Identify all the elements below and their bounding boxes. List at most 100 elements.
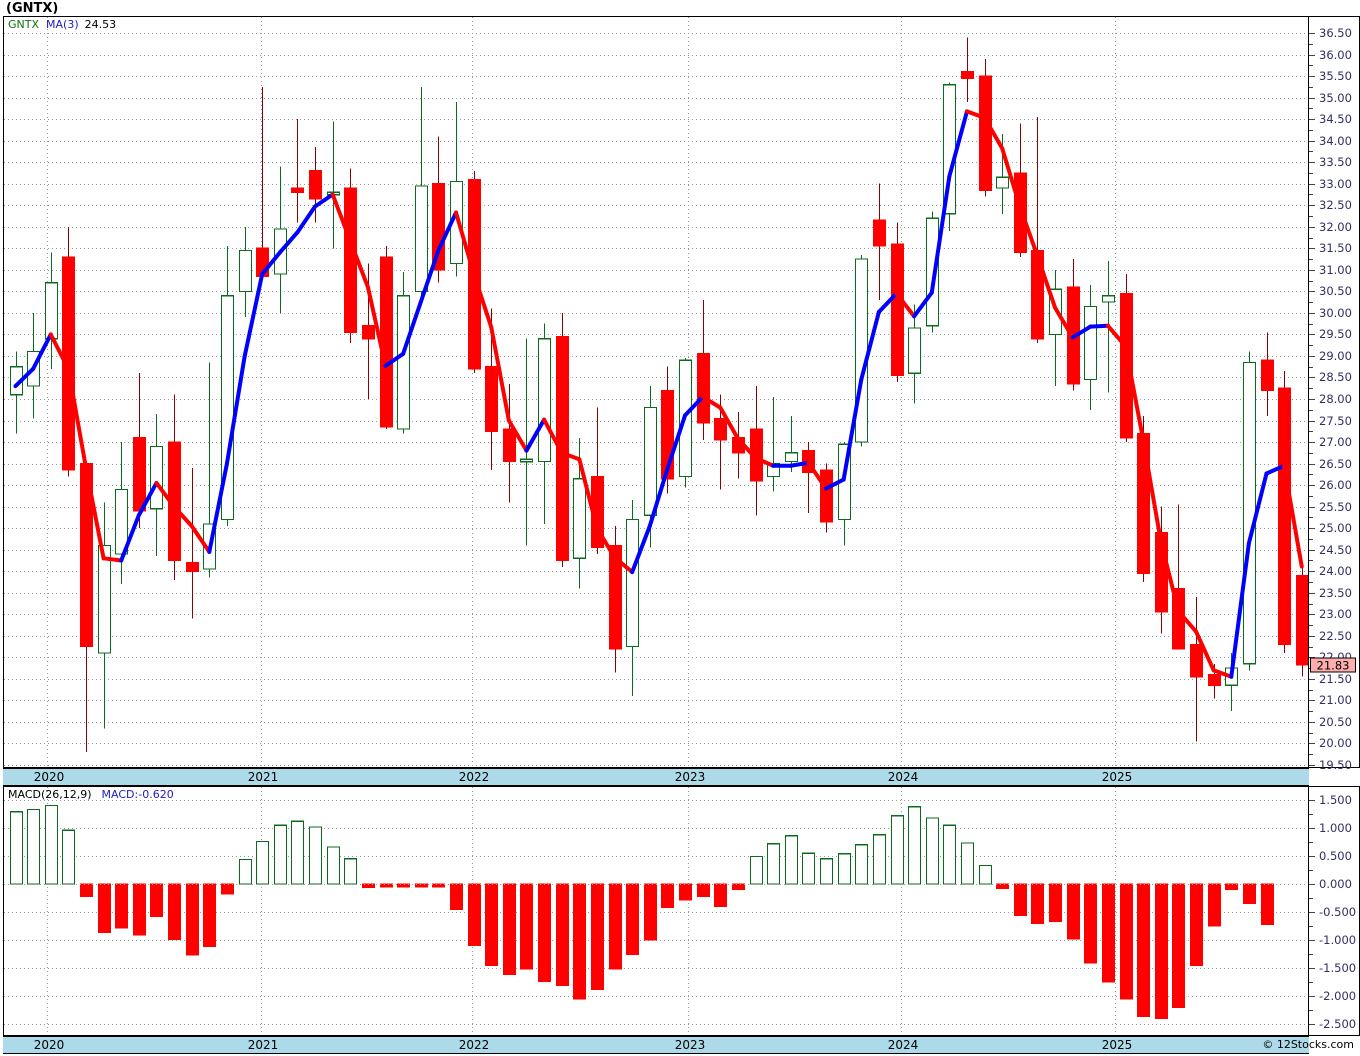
- price-tick-label: 33.00: [1319, 176, 1352, 191]
- price-tick-mark: [1309, 33, 1315, 34]
- price-minor-tick: [1309, 625, 1313, 627]
- year-label-price: 2023: [674, 770, 706, 784]
- price-tick-mark: [1309, 54, 1315, 56]
- price-tick-label: 35.00: [1319, 90, 1352, 105]
- macd-legend: MACD(26,12,9) MACD:-0.620: [8, 789, 174, 801]
- price-tick-label: 32.00: [1319, 219, 1352, 234]
- price-minor-tick: [1309, 538, 1313, 540]
- price-tick-mark: [1309, 506, 1315, 508]
- legend-ma-value: 24.53: [84, 18, 117, 31]
- macd-tick-mark: [1309, 884, 1315, 885]
- price-tick-label: 20.00: [1319, 736, 1352, 751]
- price-minor-tick: [1309, 259, 1313, 261]
- price-tick-label: 36.00: [1319, 47, 1352, 62]
- price-chart-panel[interactable]: GNTX MA(3) 24.53: [3, 16, 1309, 768]
- price-minor-tick: [1309, 65, 1313, 67]
- macd-tick-mark: [1309, 912, 1315, 913]
- price-tick-label: 29.50: [1319, 327, 1352, 342]
- price-tick-mark: [1309, 162, 1315, 164]
- price-tick-label: 26.50: [1319, 456, 1352, 471]
- price-tick-label: 19.50: [1319, 758, 1352, 772]
- year-label-macd: 2024: [887, 1038, 919, 1052]
- price-minor-tick: [1309, 646, 1313, 648]
- price-tick-mark: [1309, 721, 1315, 723]
- price-tick-label: 34.00: [1319, 133, 1352, 148]
- macd-tick-label: -1.000: [1319, 933, 1357, 947]
- price-minor-tick: [1309, 86, 1313, 88]
- price-minor-tick: [1309, 366, 1313, 368]
- last-price-badge: 21.83: [1310, 657, 1356, 673]
- macd-minor-tick: [1309, 982, 1313, 983]
- price-legend: GNTX MA(3) 24.53: [8, 19, 116, 31]
- price-tick-mark: [1309, 678, 1315, 680]
- price-tick-mark: [1309, 97, 1315, 99]
- year-label-price: 2024: [887, 770, 919, 784]
- price-tick-mark: [1309, 226, 1315, 228]
- legend-macd-label: MACD(26,12,9): [8, 788, 92, 801]
- macd-tick-label: -2.500: [1319, 1017, 1357, 1031]
- macd-minor-tick: [1309, 870, 1313, 871]
- price-tick-mark: [1309, 571, 1315, 573]
- price-minor-tick: [1309, 517, 1313, 519]
- price-tick-mark: [1309, 140, 1315, 142]
- price-tick-mark: [1309, 528, 1315, 530]
- price-minor-tick: [1309, 560, 1313, 562]
- macd-minor-tick: [1309, 1010, 1313, 1011]
- price-minor-tick: [1309, 323, 1313, 325]
- price-minor-tick: [1309, 280, 1313, 282]
- price-minor-tick: [1309, 711, 1313, 713]
- price-tick-mark: [1309, 291, 1315, 293]
- price-tick-label: 21.00: [1319, 693, 1352, 708]
- macd-tick-label: -0.500: [1319, 905, 1357, 919]
- price-tick-mark: [1309, 765, 1315, 766]
- price-tick-mark: [1309, 119, 1315, 121]
- macd-tick-label: 1.000: [1319, 821, 1352, 835]
- year-label-macd: 2022: [458, 1038, 490, 1052]
- macd-histogram[interactable]: [4, 787, 1308, 1035]
- macd-tick-mark: [1309, 856, 1315, 857]
- price-minor-tick: [1309, 409, 1313, 411]
- price-minor-tick: [1309, 582, 1313, 583]
- price-tick-mark: [1309, 312, 1315, 314]
- price-tick-mark: [1309, 592, 1315, 594]
- macd-tick-mark: [1309, 800, 1315, 801]
- price-tick-label: 30.50: [1319, 284, 1352, 299]
- year-label-macd: 2020: [33, 1038, 65, 1052]
- year-label-macd: 2023: [674, 1038, 706, 1052]
- price-tick-mark: [1309, 463, 1315, 465]
- price-tick-mark: [1309, 76, 1315, 78]
- price-tick-label: 31.50: [1319, 241, 1352, 256]
- price-tick-mark: [1309, 420, 1315, 422]
- macd-tick-mark: [1309, 996, 1315, 997]
- price-tick-label: 25.00: [1319, 521, 1352, 536]
- price-tick-label: 33.50: [1319, 155, 1352, 170]
- macd-tick-mark: [1309, 828, 1315, 829]
- date-band-macd: 2020 2021 2022 2023 2024 2025: [3, 1036, 1309, 1054]
- price-tick-label: 20.50: [1319, 714, 1352, 729]
- price-tick-label: 32.50: [1319, 198, 1352, 213]
- macd-chart-panel[interactable]: MACD(26,12,9) MACD:-0.620: [3, 786, 1309, 1036]
- price-tick-mark: [1309, 269, 1315, 271]
- price-tick-label: 25.50: [1319, 499, 1352, 514]
- price-minor-tick: [1309, 216, 1313, 217]
- price-tick-label: 28.00: [1319, 392, 1352, 406]
- price-tick-mark: [1309, 355, 1315, 357]
- price-minor-tick: [1309, 129, 1313, 131]
- price-tick-mark: [1309, 377, 1315, 379]
- price-minor-tick: [1309, 431, 1313, 433]
- macd-tick-label: 0.500: [1319, 849, 1352, 863]
- macd-tick-label: -2.000: [1319, 989, 1357, 1003]
- year-label-macd: 2025: [1101, 1038, 1133, 1052]
- price-axis: 36.50 36.00 35.50 35.00 34.50 34.00 33.50 33.00…: [1309, 16, 1360, 772]
- legend-symbol: GNTX: [8, 18, 40, 31]
- price-minor-tick: [1309, 754, 1313, 756]
- price-tick-mark: [1309, 334, 1315, 336]
- price-tick-mark: [1309, 399, 1315, 400]
- price-tick-label: 24.00: [1319, 564, 1352, 579]
- year-label-macd: 2021: [247, 1038, 279, 1052]
- price-tick-mark: [1309, 485, 1315, 487]
- macd-tick-mark: [1309, 1024, 1315, 1025]
- price-tick-label: 27.50: [1319, 413, 1352, 428]
- year-label-price: 2022: [458, 770, 490, 784]
